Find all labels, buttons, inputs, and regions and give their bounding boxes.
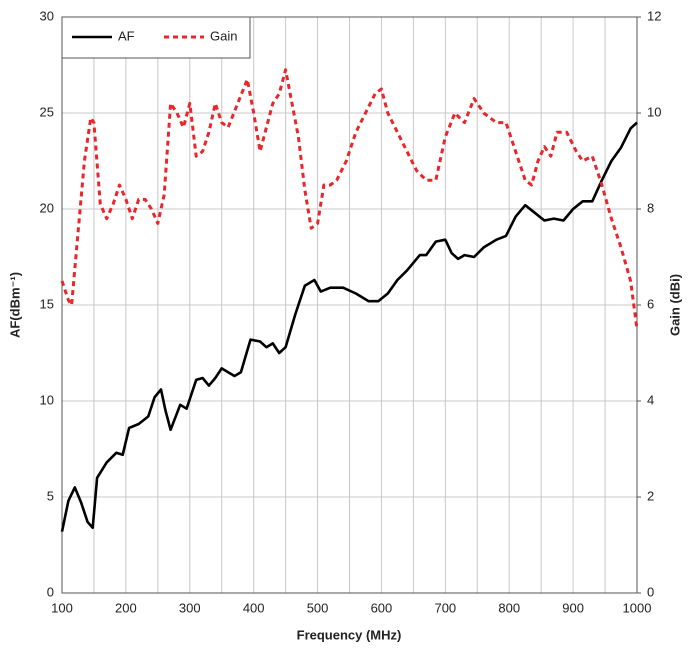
x-tick-label: 900 <box>562 600 584 615</box>
y-tick-label: 0 <box>47 584 54 599</box>
x-tick-label: 400 <box>243 600 265 615</box>
x-tick-label: 800 <box>498 600 520 615</box>
legend-label: AF <box>118 28 135 43</box>
y-tick-label: 15 <box>40 296 54 311</box>
y2-axis-title: Gain (dBi) <box>667 274 682 336</box>
plot-frame <box>61 16 638 594</box>
y-tick-label: 20 <box>40 200 54 215</box>
y2-tick-label: 6 <box>647 296 654 311</box>
y2-tick-label: 8 <box>647 200 654 215</box>
y-tick-label: 5 <box>47 488 54 503</box>
series-line <box>60 68 639 330</box>
y2-tick-label: 10 <box>647 104 661 119</box>
x-tick-label: 100 <box>51 600 73 615</box>
y2-tick-label: 12 <box>647 8 661 23</box>
x-tick-label: 700 <box>434 600 456 615</box>
y-axis-title: AF(dBm⁻¹) <box>7 272 22 338</box>
legend-label: Gain <box>210 28 237 43</box>
series-line <box>60 121 638 532</box>
y-tick-label: 30 <box>40 8 54 23</box>
x-tick-label: 200 <box>115 600 137 615</box>
y-tick-label: 25 <box>40 104 54 119</box>
y2-tick-label: 0 <box>647 584 654 599</box>
y2-tick-label: 4 <box>647 392 654 407</box>
x-tick-label: 300 <box>179 600 201 615</box>
x-tick-label: 1000 <box>623 600 652 615</box>
x-tick-label: 500 <box>307 600 329 615</box>
y2-tick-label: 2 <box>647 488 654 503</box>
x-axis-title: Frequency (MHz) <box>297 627 402 642</box>
x-tick-label: 600 <box>371 600 393 615</box>
y-tick-label: 10 <box>40 392 54 407</box>
